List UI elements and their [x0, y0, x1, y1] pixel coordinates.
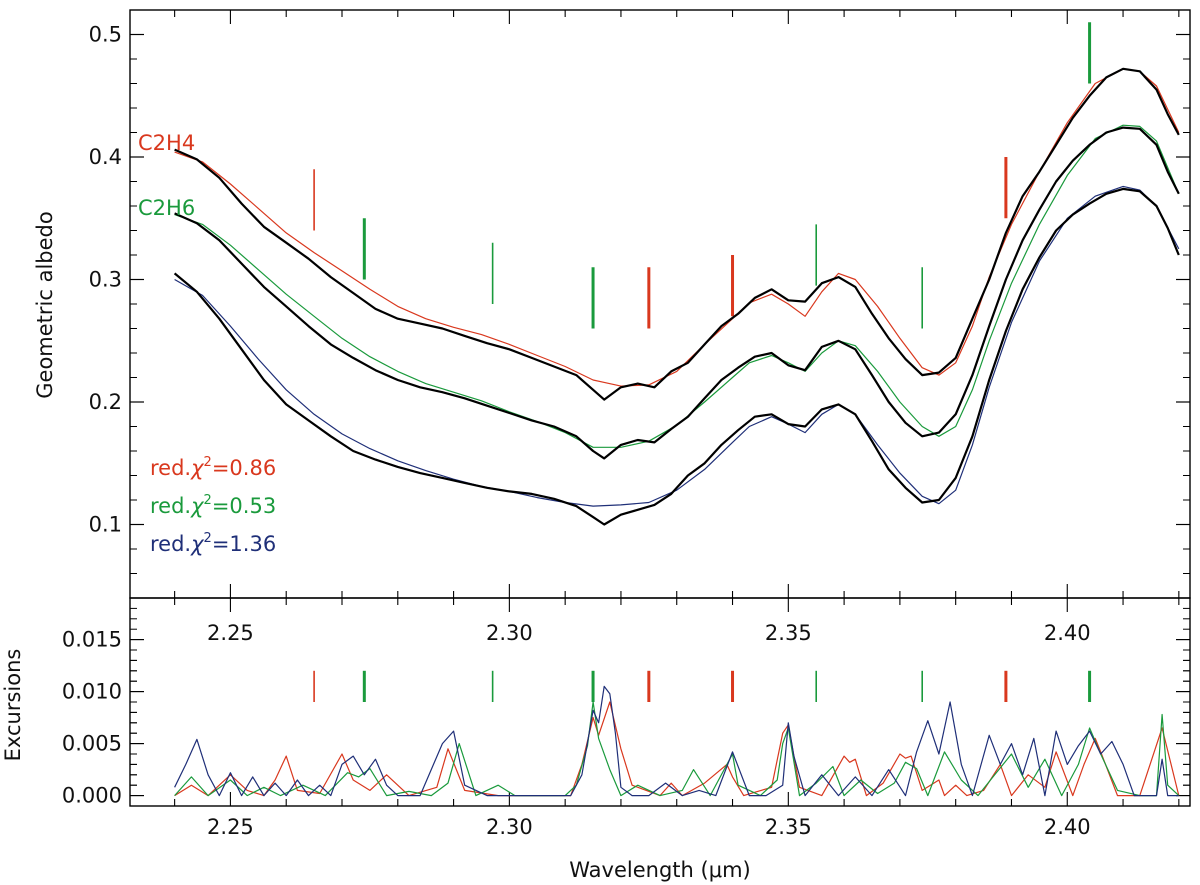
bottom-xtick-label: 2.35: [765, 815, 812, 839]
chi-symbol: χ: [190, 456, 205, 480]
chi-value: =1.36: [212, 532, 276, 556]
bottom-ytick-label: 0.015: [62, 628, 122, 652]
species-label-green: C2H6: [138, 196, 195, 220]
top-series-line-model-green: [174, 124, 1180, 448]
chi-symbol: χ: [190, 494, 205, 518]
chi-label-red: red.χ2=0.86: [150, 455, 276, 480]
y-axis-title-bottom: Excursions: [1, 649, 25, 762]
top-series-line-data-black: [174, 126, 1180, 460]
bottom-ytick-label: 0.005: [62, 732, 122, 756]
top-ytick-label: 0.3: [89, 268, 122, 292]
chi-symbol: χ: [190, 532, 205, 556]
top-series-line-data-black: [173, 187, 1180, 526]
x-axis-title: Wavelength (μm): [569, 858, 750, 882]
bottom-xtick-label: 2.40: [1044, 815, 1091, 839]
chi-superscript: 2: [204, 493, 212, 508]
bottom-ytick-label: 0.000: [62, 784, 122, 808]
top-series-line-model-blue: [174, 185, 1180, 507]
species-label-red: C2H4: [138, 131, 195, 155]
bottom-xtick-label: 2.25: [207, 815, 254, 839]
bottom-panel: 0.000 0.005 0.010 0.015 2.25 2.25 2.30 2.30 2.35…: [62, 597, 1191, 839]
bottom-xtick-label-inner: 2.40: [1044, 621, 1091, 645]
chi-superscript: 2: [204, 455, 212, 470]
chi-value: =0.53: [212, 494, 276, 518]
top-ytick-label: 0.2: [89, 390, 122, 414]
bottom-ytick-label: 0.010: [62, 680, 122, 704]
bottom-series-line-excursion-green: [174, 701, 1180, 797]
top-plot-frame: [129, 9, 1191, 599]
chi-label-blue: red.χ2=1.36: [150, 531, 276, 556]
bottom-xtick-label-inner: 2.25: [207, 621, 254, 645]
bottom-xtick-label-inner: 2.35: [765, 621, 812, 645]
bottom-plot-frame: [129, 597, 1191, 807]
top-ytick-label: 0.1: [89, 513, 122, 537]
y-axis-title-top: Geometric albedo: [33, 211, 57, 398]
top-ytick-label: 0.4: [89, 145, 122, 169]
chi-label-green: red.χ2=0.53: [150, 493, 276, 518]
chi-prefix: red.: [150, 532, 191, 556]
top-series-line-data-black: [174, 67, 1180, 401]
top-ytick-label: 0.5: [89, 23, 122, 47]
chi-prefix: red.: [150, 456, 191, 480]
bottom-series-line-excursion-blue: [174, 685, 1179, 797]
chi-prefix: red.: [150, 494, 191, 518]
chi-superscript: 2: [204, 531, 212, 546]
bottom-series-line-excursion-red: [174, 701, 1180, 797]
top-panel: 0.10.20.30.40.5C2H4C2H6red.χ2=0.86red.χ2…: [89, 9, 1191, 599]
chi-value: =0.86: [212, 456, 276, 480]
bottom-xtick-label-inner: 2.30: [486, 621, 533, 645]
bottom-xtick-label: 2.30: [486, 815, 533, 839]
